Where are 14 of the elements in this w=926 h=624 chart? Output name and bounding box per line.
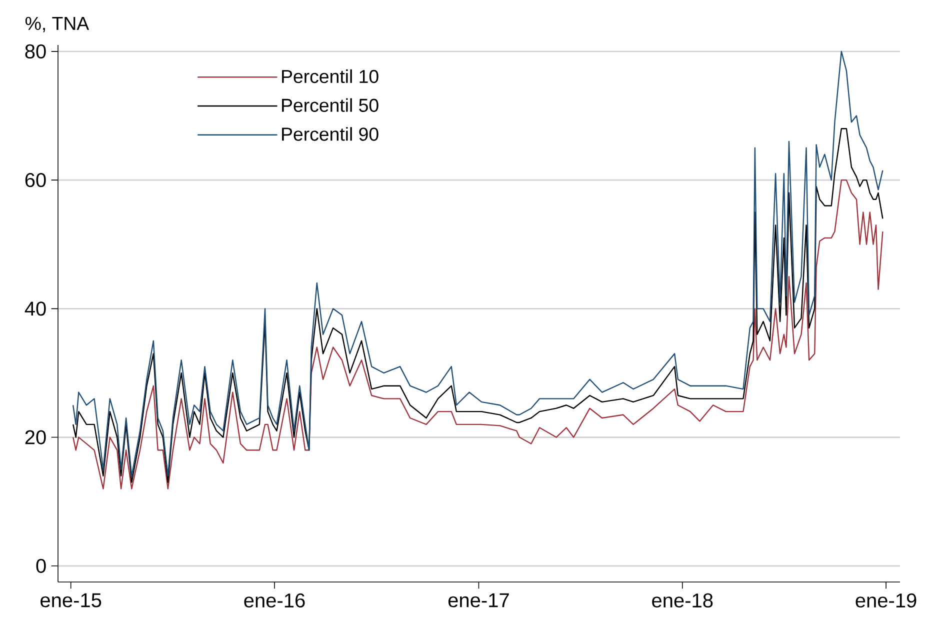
legend-label: Percentil 90 bbox=[282, 127, 378, 141]
y-tick-label: 20 bbox=[25, 430, 46, 444]
y-tick-label: 60 bbox=[25, 172, 46, 188]
x-tick-label: ene-19 bbox=[856, 593, 916, 608]
x-tick-label: ene-15 bbox=[40, 593, 102, 608]
x-tick-label: ene-18 bbox=[652, 593, 713, 608]
y-tick-label: 0 bbox=[36, 558, 46, 573]
y-tick-label: 80 bbox=[25, 44, 46, 58]
legend-label: Percentil 10 bbox=[282, 69, 378, 84]
x-tick-label: ene-17 bbox=[448, 593, 509, 608]
x-tick-label: ene-16 bbox=[244, 593, 305, 608]
legend-label: Percentil 50 bbox=[282, 98, 378, 112]
y-axis-title: %, TNA bbox=[26, 16, 90, 32]
y-tick-label: 40 bbox=[24, 302, 46, 316]
